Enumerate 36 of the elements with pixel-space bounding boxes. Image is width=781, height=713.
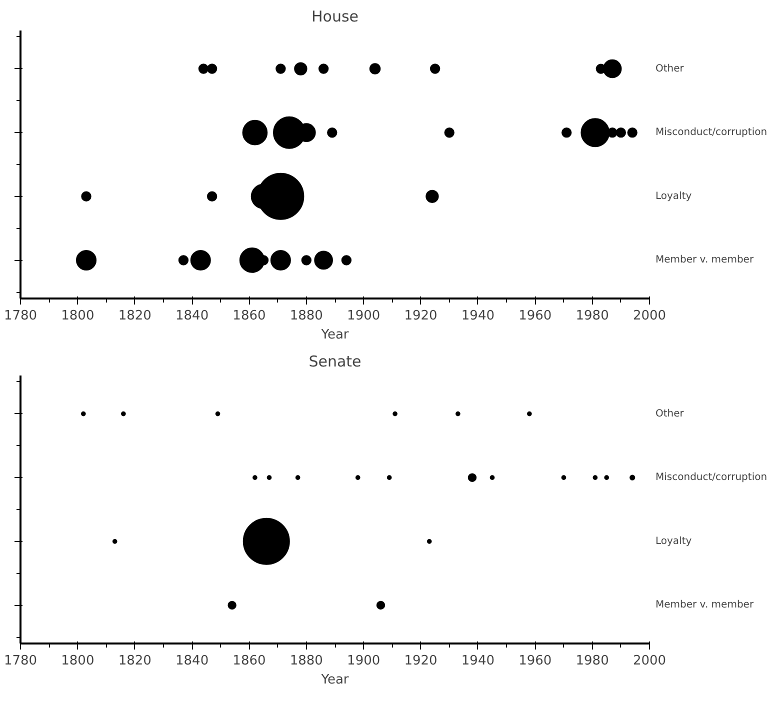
x-tick-label: 2000	[632, 654, 666, 668]
y-tick-label: Other	[656, 63, 685, 74]
x-tick-label: 1840	[176, 654, 209, 668]
x-tick-label: 1920	[404, 654, 438, 668]
x-tick-label: 1820	[118, 308, 152, 324]
y-tick-label: Loyalty	[656, 190, 692, 202]
x-tick-label: 1980	[576, 308, 609, 324]
y-tick-label: Loyalty	[656, 536, 692, 547]
chart-title: Senate	[308, 352, 362, 370]
y-tick-label: Misconduct/corruption	[656, 127, 768, 138]
y-tick-label: Other	[656, 408, 685, 420]
y-tick-label: Member v. member	[656, 254, 754, 266]
x-tick-label: 1940	[461, 654, 495, 668]
x-tick-label: 1840	[176, 308, 209, 324]
x-tick-label: 1980	[576, 654, 609, 668]
x-axis-title: Year	[320, 672, 350, 688]
x-axis-title: Year	[320, 328, 350, 342]
x-tick-label: 1800	[61, 308, 94, 324]
x-tick-label: 1780	[4, 654, 38, 668]
x-tick-label: 1900	[347, 654, 380, 668]
x-tick-label: 1960	[518, 654, 552, 668]
x-tick-label: 1940	[461, 308, 495, 324]
x-tick-label: 1860	[232, 308, 266, 324]
x-tick-label: 1860	[232, 654, 266, 668]
x-tick-label: 1800	[61, 654, 94, 668]
x-tick-label: 1880	[290, 308, 323, 324]
x-tick-label: 1780	[4, 308, 38, 324]
x-tick-label: 1920	[404, 308, 438, 324]
chart-title: House	[311, 8, 359, 26]
x-tick-label: 2000	[632, 308, 666, 324]
x-tick-label: 1820	[118, 654, 152, 668]
x-tick-label: 1960	[518, 308, 552, 324]
y-tick-label: Misconduct/corruption	[656, 472, 768, 484]
x-tick-label: 1880	[290, 654, 323, 668]
x-tick-label: 1900	[347, 308, 380, 324]
y-tick-label: Member v. member	[656, 600, 754, 611]
